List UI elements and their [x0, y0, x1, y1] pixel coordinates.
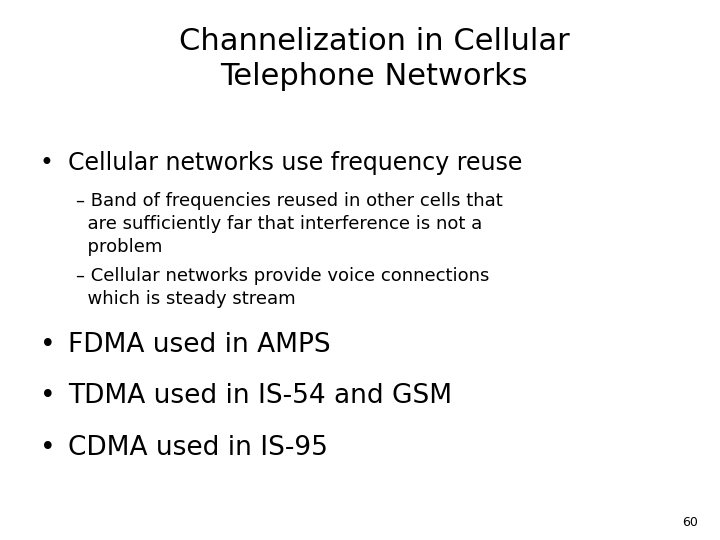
Text: – Cellular networks provide voice connections
  which is steady stream: – Cellular networks provide voice connec… — [76, 267, 489, 308]
Text: FDMA used in AMPS: FDMA used in AMPS — [68, 332, 331, 358]
Text: Cellular networks use frequency reuse: Cellular networks use frequency reuse — [68, 151, 523, 175]
Text: 60: 60 — [683, 516, 698, 529]
Text: – Band of frequencies reused in other cells that
  are sufficiently far that int: – Band of frequencies reused in other ce… — [76, 192, 503, 255]
Text: •: • — [40, 435, 55, 461]
Text: TDMA used in IS-54 and GSM: TDMA used in IS-54 and GSM — [68, 383, 453, 409]
Text: Channelization in Cellular
Telephone Networks: Channelization in Cellular Telephone Net… — [179, 27, 570, 91]
Text: •: • — [40, 151, 53, 175]
Text: •: • — [40, 332, 55, 358]
Text: CDMA used in IS-95: CDMA used in IS-95 — [68, 435, 328, 461]
Text: •: • — [40, 383, 55, 409]
